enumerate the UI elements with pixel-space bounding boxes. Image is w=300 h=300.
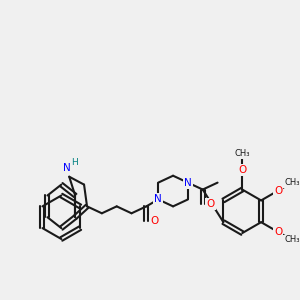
Text: O: O [238,165,246,175]
Text: O: O [150,216,158,226]
Text: N: N [184,178,192,188]
Text: CH₃: CH₃ [284,178,300,187]
Text: O: O [274,227,282,237]
Text: CH₃: CH₃ [284,236,300,244]
Text: O: O [274,185,282,196]
Text: N: N [63,163,71,173]
Text: H: H [71,158,77,167]
Text: N: N [154,194,162,204]
Text: O: O [206,200,215,209]
Text: CH₃: CH₃ [235,149,250,158]
